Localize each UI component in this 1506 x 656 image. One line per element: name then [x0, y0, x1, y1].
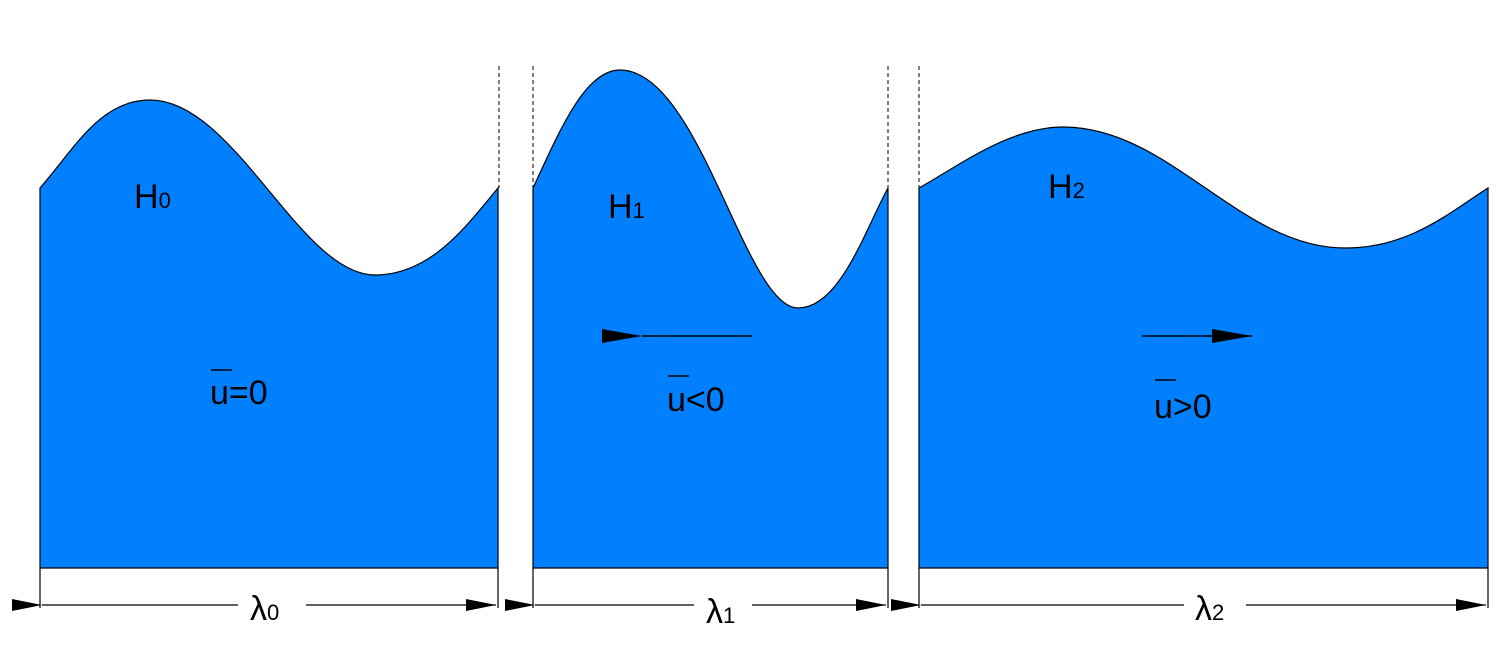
panel-2: H2 u>0 λ2	[891, 66, 1489, 628]
panel-1: H1 u<0 λ1	[505, 66, 889, 631]
wave-body-1	[532, 69, 889, 569]
panel-0: H0 u=0 λ0	[12, 66, 500, 628]
wavelength-label-1: λ1	[706, 593, 735, 631]
wave-body-2	[918, 126, 1489, 569]
velocity-label-0: u=0	[210, 374, 268, 412]
height-label-2: H2	[1048, 168, 1085, 206]
height-label-0: H0	[134, 178, 171, 216]
velocity-label-1: u<0	[667, 381, 725, 419]
height-label-1: H1	[608, 188, 645, 226]
wavelength-label-0: λ0	[250, 590, 279, 628]
wave-body-0	[39, 99, 499, 569]
wavelength-label-2: λ2	[1195, 590, 1224, 628]
velocity-label-2: u>0	[1154, 388, 1212, 426]
